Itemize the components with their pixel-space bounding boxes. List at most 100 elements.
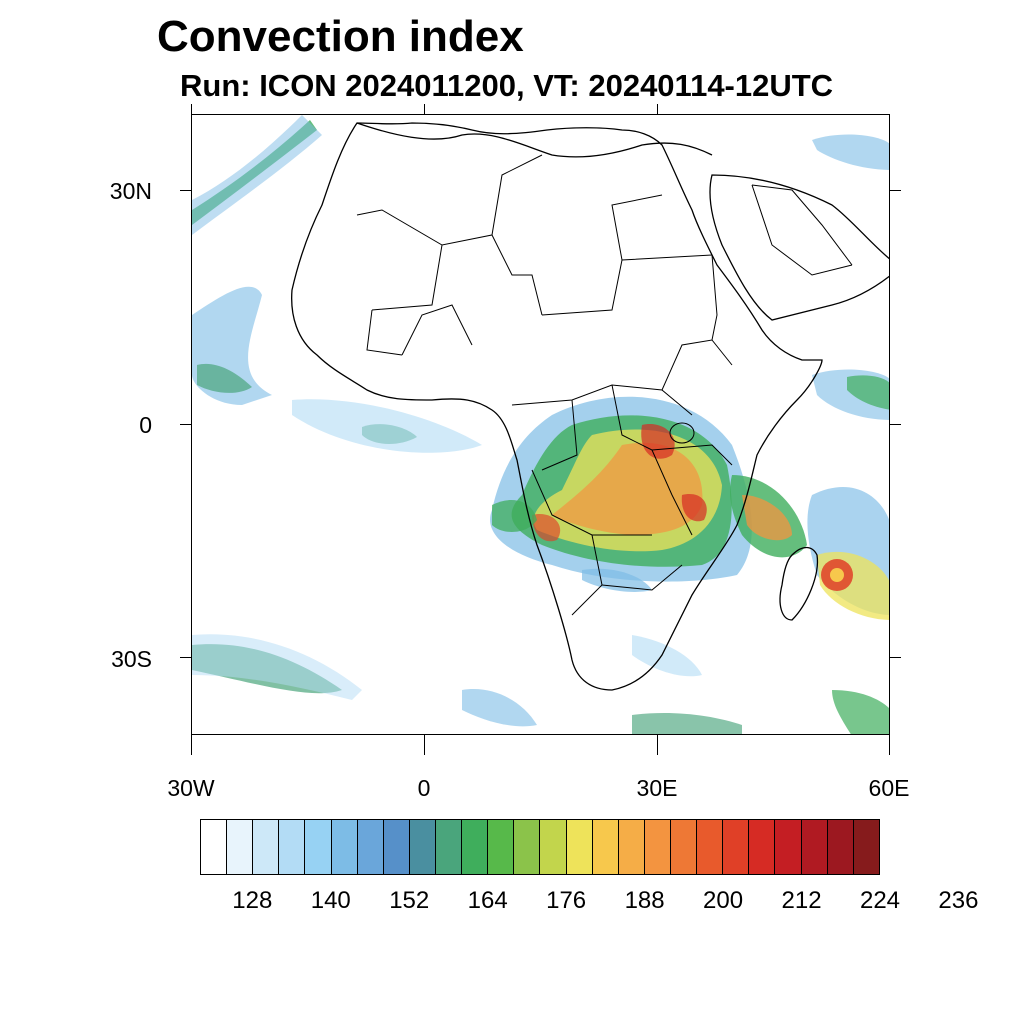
colorbar-label: 200 (703, 887, 744, 914)
coastlines (291, 122, 889, 691)
arabia-coastline (709, 174, 889, 321)
colorbar-cell (540, 820, 567, 874)
tick-right-30n (890, 190, 901, 191)
colorbar-cell (618, 820, 645, 874)
colorbar-label: 152 (389, 887, 430, 914)
tick-bottom-30w (191, 735, 192, 755)
lon-label-30e: 30E (636, 775, 678, 801)
colorbar-cell (670, 820, 698, 874)
border-11 (601, 564, 683, 591)
tick-right-0 (890, 424, 901, 425)
field-congo-basin-orange (552, 442, 703, 535)
lon-label-0: 0 (417, 775, 431, 801)
lat-label-0: 0 (139, 412, 152, 438)
colorbar-cell (697, 820, 724, 874)
field-congo-basin-red-3 (532, 514, 561, 542)
tick-bottom-60e (889, 735, 890, 755)
field-congo-basin-red-2 (681, 494, 707, 522)
border-6 (541, 399, 578, 471)
field-south-atlantic-band-halo (192, 634, 362, 700)
border-3 (541, 254, 713, 316)
tick-bottom-30e (657, 735, 658, 755)
field-mozambique-channel-core (742, 495, 792, 541)
field-southern-ocean-2 (632, 713, 742, 734)
convection-map (192, 115, 889, 734)
colorbar-label: 128 (232, 887, 273, 914)
colorbar-cell (305, 820, 332, 874)
tick-left-30n (180, 190, 191, 191)
colorbar-cell (462, 820, 489, 874)
colorbar-cell (435, 820, 463, 874)
lon-label-30w: 30W (167, 775, 215, 801)
colorbar-label: 176 (546, 887, 587, 914)
map-panel (191, 114, 890, 735)
colorbar-cell (488, 820, 515, 874)
colorbar-cell (201, 820, 228, 874)
border-1 (356, 209, 543, 316)
field-arabian-sea-core (847, 375, 889, 410)
field-southern-ocean-3 (832, 690, 889, 734)
colorbar-label: 212 (781, 887, 822, 914)
colorbar-label: 140 (310, 887, 351, 914)
colorbar-cell (775, 820, 802, 874)
field-gulf-guinea-halo (292, 399, 482, 453)
lat-label-30s: 30S (111, 646, 152, 672)
field-west-atlantic-core (197, 363, 252, 393)
colorbar-cell (357, 820, 384, 874)
colorbar-cell (331, 820, 358, 874)
colorbar-cell (723, 820, 750, 874)
tick-left-30s (180, 657, 191, 658)
border-17 (751, 184, 853, 266)
colorbar-cell (279, 820, 306, 874)
colorbar-label: 164 (467, 887, 508, 914)
colorbar-cell (644, 820, 671, 874)
field-angola-coast (492, 500, 537, 532)
lat-label-30n: 30N (109, 178, 152, 204)
border-13 (711, 254, 718, 341)
field-cyclone-eye (830, 568, 844, 582)
madagascar-coastline (779, 546, 819, 621)
colorbar (200, 819, 880, 875)
border-12 (661, 339, 733, 391)
colorbar-cell (566, 820, 593, 874)
field-southern-ocean-1 (462, 689, 537, 727)
colorbar-cell (409, 820, 436, 874)
border-2 (491, 154, 543, 236)
field-ne-corner (812, 134, 889, 170)
africa-coastline (291, 122, 823, 691)
field-nw-atlantic-band-edge (192, 115, 322, 235)
colorbar-label: 224 (859, 887, 901, 914)
lake-victoria (669, 422, 695, 444)
colorbar-cell (383, 820, 410, 874)
tick-left-0 (180, 424, 191, 425)
colorbar-label: 188 (624, 887, 665, 914)
field-congo-basin-red-1 (641, 424, 675, 459)
colorbar-cell (592, 820, 619, 874)
border-18 (751, 184, 853, 276)
mediterranean-coastline (356, 122, 713, 158)
border-4 (371, 244, 443, 311)
run-subtitle: Run: ICON 2024011200, VT: 20240114-12UTC (180, 68, 834, 103)
colorbar-cell (827, 820, 854, 874)
colorbar-cell (749, 820, 776, 874)
colorbar-cell (227, 820, 254, 874)
field-south-africa-east (632, 635, 702, 677)
convection-field (192, 115, 889, 734)
border-8 (531, 469, 652, 536)
colorbar-cell (853, 820, 879, 874)
colorbar-cell (253, 820, 280, 874)
colorbar-label: 236 (938, 887, 979, 914)
border-15 (366, 309, 403, 356)
border-16 (401, 304, 473, 356)
tick-top-30e (657, 104, 658, 114)
country-borders (356, 154, 853, 616)
lon-label-60e: 60E (868, 775, 910, 801)
tick-bottom-0 (424, 735, 425, 755)
tick-top-30w (191, 104, 192, 114)
border-9 (651, 444, 733, 466)
tick-right-30s (890, 657, 901, 658)
border-14 (611, 194, 663, 261)
chart-title: Convection index (157, 12, 524, 61)
colorbar-cell (514, 820, 541, 874)
tick-top-0 (424, 104, 425, 114)
